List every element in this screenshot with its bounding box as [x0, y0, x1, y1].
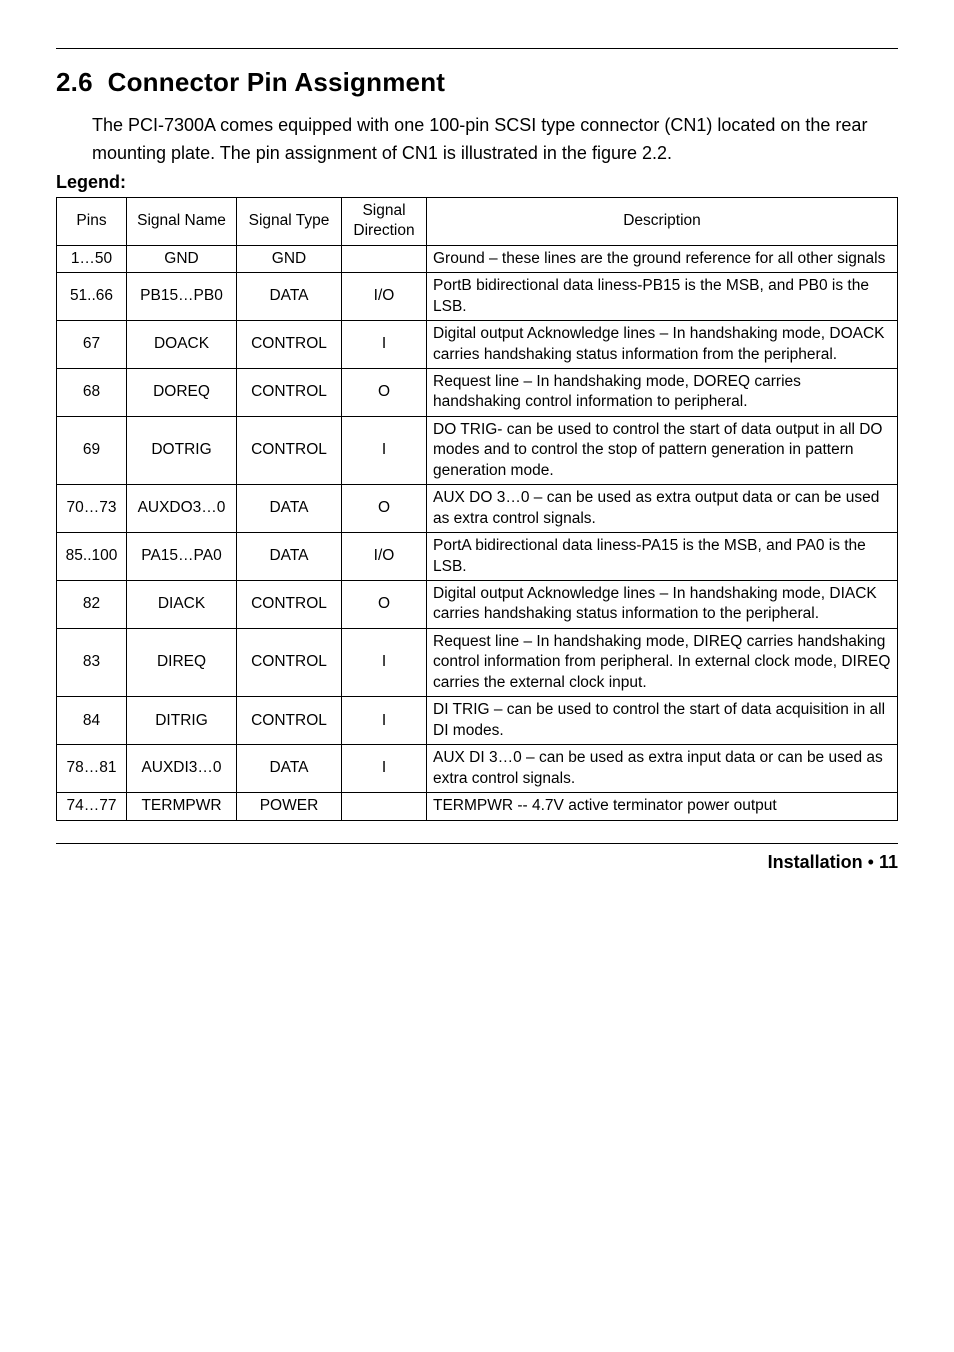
table-row: 70…73 AUXDO3…0 DATA O AUX DO 3…0 – can b… — [57, 485, 898, 533]
table-body: 1…50 GND GND Ground – these lines are th… — [57, 245, 898, 820]
cell-signal-name: TERMPWR — [127, 793, 237, 820]
cell-description: PortB bidirectional data liness-PB15 is … — [427, 273, 898, 321]
cell-pins: 84 — [57, 697, 127, 745]
cell-signal-type: DATA — [237, 273, 342, 321]
cell-signal-type: POWER — [237, 793, 342, 820]
cell-signal-type: GND — [237, 245, 342, 272]
cell-signal-type: CONTROL — [237, 581, 342, 629]
cell-pins: 70…73 — [57, 485, 127, 533]
section-number: 2.6 — [56, 67, 93, 97]
section-heading: 2.6 Connector Pin Assignment — [56, 67, 898, 98]
header-pins: Pins — [57, 197, 127, 245]
header-signal-type: Signal Type — [237, 197, 342, 245]
cell-description: DO TRIG- can be used to control the star… — [427, 416, 898, 484]
footer-bullet: • — [868, 852, 874, 872]
cell-signal-name: DIACK — [127, 581, 237, 629]
cell-description: Digital output Acknowledge lines – In ha… — [427, 581, 898, 629]
cell-signal-type: CONTROL — [237, 628, 342, 696]
cell-pins: 74…77 — [57, 793, 127, 820]
table-row: 1…50 GND GND Ground – these lines are th… — [57, 245, 898, 272]
cell-pins: 85..100 — [57, 533, 127, 581]
cell-description: Request line – In handshaking mode, DORE… — [427, 368, 898, 416]
cell-signal-name: DIREQ — [127, 628, 237, 696]
cell-signal-name: AUXDI3…0 — [127, 745, 237, 793]
footer-page-number: 11 — [879, 852, 898, 872]
cell-description: TERMPWR -- 4.7V active terminator power … — [427, 793, 898, 820]
cell-signal-type: CONTROL — [237, 368, 342, 416]
cell-signal-type: CONTROL — [237, 697, 342, 745]
table-row: 67 DOACK CONTROL I Digital output Acknow… — [57, 321, 898, 369]
cell-description: PortA bidirectional data liness-PA15 is … — [427, 533, 898, 581]
header-description: Description — [427, 197, 898, 245]
section-title: Connector Pin Assignment — [108, 67, 446, 97]
cell-signal-name: DOREQ — [127, 368, 237, 416]
table-row: 82 DIACK CONTROL O Digital output Acknow… — [57, 581, 898, 629]
table-header-row: Pins Signal Name Signal Type Signal Dire… — [57, 197, 898, 245]
top-horizontal-rule — [56, 48, 898, 49]
cell-signal-direction: I/O — [342, 273, 427, 321]
cell-signal-direction: I — [342, 697, 427, 745]
bottom-horizontal-rule — [56, 843, 898, 844]
cell-signal-direction: I — [342, 321, 427, 369]
cell-pins: 1…50 — [57, 245, 127, 272]
cell-signal-type: DATA — [237, 485, 342, 533]
cell-signal-direction: I — [342, 745, 427, 793]
cell-signal-name: DOACK — [127, 321, 237, 369]
cell-description: AUX DO 3…0 – can be used as extra output… — [427, 485, 898, 533]
cell-pins: 68 — [57, 368, 127, 416]
cell-signal-name: GND — [127, 245, 237, 272]
table-row: 69 DOTRIG CONTROL I DO TRIG- can be used… — [57, 416, 898, 484]
cell-description: AUX DI 3…0 – can be used as extra input … — [427, 745, 898, 793]
section-paragraph: The PCI-7300A comes equipped with one 10… — [92, 112, 898, 168]
legend-label: Legend: — [56, 172, 898, 193]
table-row: 83 DIREQ CONTROL I Request line – In han… — [57, 628, 898, 696]
cell-signal-direction — [342, 793, 427, 820]
cell-pins: 69 — [57, 416, 127, 484]
cell-signal-direction: I/O — [342, 533, 427, 581]
cell-description: Digital output Acknowledge lines – In ha… — [427, 321, 898, 369]
cell-signal-name: PB15…PB0 — [127, 273, 237, 321]
cell-pins: 82 — [57, 581, 127, 629]
cell-signal-direction: O — [342, 485, 427, 533]
cell-pins: 67 — [57, 321, 127, 369]
cell-description: Ground – these lines are the ground refe… — [427, 245, 898, 272]
table-row: 68 DOREQ CONTROL O Request line – In han… — [57, 368, 898, 416]
cell-signal-type: CONTROL — [237, 416, 342, 484]
cell-description: Request line – In handshaking mode, DIRE… — [427, 628, 898, 696]
header-signal-name: Signal Name — [127, 197, 237, 245]
page-footer: Installation • 11 — [56, 852, 898, 873]
cell-signal-type: DATA — [237, 745, 342, 793]
cell-signal-direction: I — [342, 416, 427, 484]
pin-assignment-table: Pins Signal Name Signal Type Signal Dire… — [56, 197, 898, 821]
cell-signal-name: AUXDO3…0 — [127, 485, 237, 533]
cell-pins: 83 — [57, 628, 127, 696]
cell-signal-type: DATA — [237, 533, 342, 581]
table-row: 85..100 PA15…PA0 DATA I/O PortA bidirect… — [57, 533, 898, 581]
table-row: 74…77 TERMPWR POWER TERMPWR -- 4.7V acti… — [57, 793, 898, 820]
cell-signal-name: DITRIG — [127, 697, 237, 745]
table-row: 78…81 AUXDI3…0 DATA I AUX DI 3…0 – can b… — [57, 745, 898, 793]
cell-pins: 51..66 — [57, 273, 127, 321]
header-signal-direction: Signal Direction — [342, 197, 427, 245]
cell-signal-type: CONTROL — [237, 321, 342, 369]
cell-signal-direction — [342, 245, 427, 272]
footer-section-label: Installation — [768, 852, 863, 872]
table-row: 51..66 PB15…PB0 DATA I/O PortB bidirecti… — [57, 273, 898, 321]
cell-description: DI TRIG – can be used to control the sta… — [427, 697, 898, 745]
cell-signal-direction: I — [342, 628, 427, 696]
cell-pins: 78…81 — [57, 745, 127, 793]
table-row: 84 DITRIG CONTROL I DI TRIG – can be use… — [57, 697, 898, 745]
cell-signal-direction: O — [342, 368, 427, 416]
cell-signal-direction: O — [342, 581, 427, 629]
cell-signal-name: PA15…PA0 — [127, 533, 237, 581]
cell-signal-name: DOTRIG — [127, 416, 237, 484]
